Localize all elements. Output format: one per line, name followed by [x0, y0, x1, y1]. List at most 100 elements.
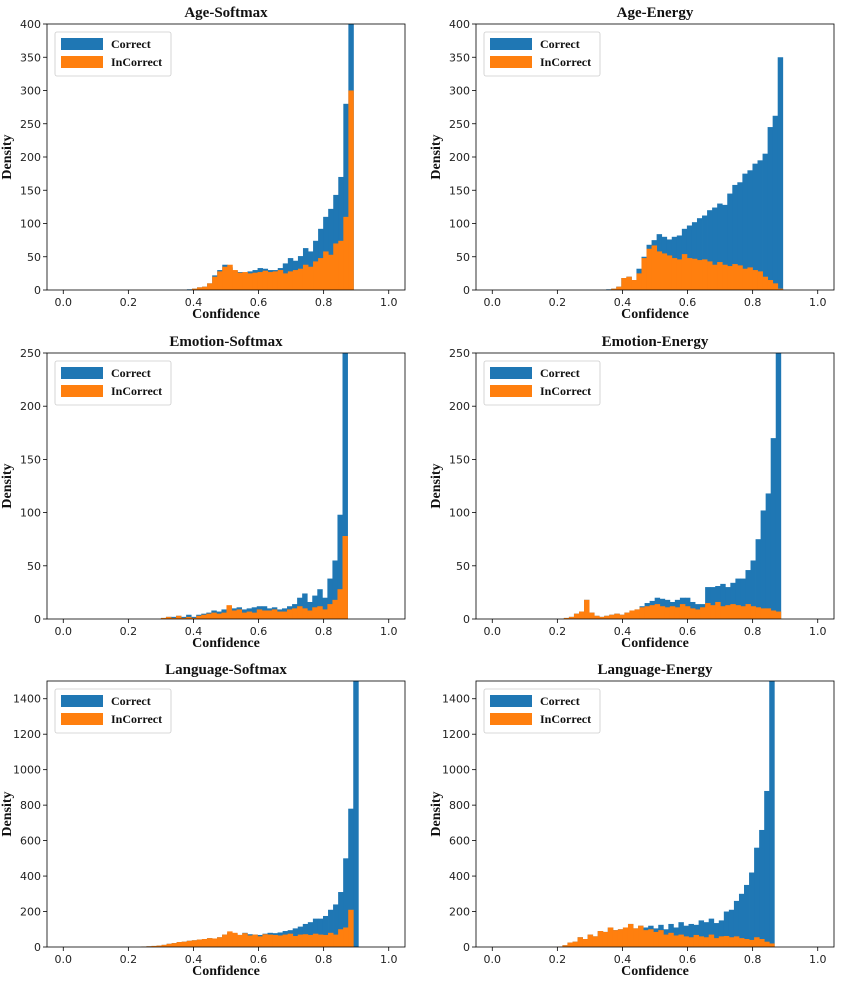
bars-group	[160, 353, 348, 619]
x-tick-label: 0.6	[250, 296, 268, 309]
correct-bar	[764, 790, 770, 947]
incorrect-bar	[191, 940, 198, 947]
incorrect-bar	[181, 941, 188, 947]
incorrect-bar	[752, 270, 758, 290]
incorrect-bar	[696, 260, 703, 290]
correct-bar	[762, 153, 768, 290]
incorrect-bar	[327, 604, 333, 619]
correct-bar	[744, 884, 750, 947]
y-tick-label: 200	[449, 151, 470, 164]
incorrect-bar	[206, 613, 212, 619]
incorrect-bar	[197, 287, 203, 290]
incorrect-bar	[661, 253, 668, 290]
incorrect-bar	[217, 937, 223, 947]
y-tick-label: 600	[449, 835, 470, 848]
correct-bar	[698, 920, 705, 947]
correct-bar	[754, 847, 760, 947]
correct-bar	[738, 893, 745, 947]
y-tick-label: 150	[449, 453, 470, 466]
correct-bar	[708, 918, 715, 947]
incorrect-bar	[666, 255, 673, 290]
correct-bar	[732, 184, 738, 290]
y-tick-label: 0	[34, 613, 41, 626]
y-tick-label: 200	[20, 400, 41, 413]
legend-label: InCorrect	[540, 55, 591, 69]
x-tick-label: 1.0	[809, 953, 827, 966]
incorrect-bar	[777, 288, 784, 290]
incorrect-bar	[181, 617, 187, 619]
y-tick-label: 100	[449, 218, 470, 231]
incorrect-bar	[251, 612, 258, 619]
correct-bar	[181, 616, 187, 619]
y-tick-label: 150	[449, 184, 470, 197]
x-tick-label: 0.6	[679, 296, 697, 309]
incorrect-bar	[196, 615, 202, 619]
incorrect-bar	[698, 936, 705, 947]
y-tick-label: 300	[449, 85, 470, 98]
incorrect-bar	[160, 617, 167, 619]
correct-bar	[718, 920, 725, 947]
correct-bar	[691, 222, 698, 290]
incorrect-bar	[775, 611, 782, 619]
incorrect-bar	[241, 612, 248, 619]
incorrect-bar	[266, 610, 273, 619]
correct-bar	[333, 194, 339, 290]
bars-group	[141, 681, 359, 947]
x-tick-label: 0.0	[55, 625, 73, 638]
incorrect-bar	[216, 613, 222, 619]
correct-bar	[338, 176, 344, 290]
incorrect-bar	[308, 266, 314, 290]
y-axis-label: Density	[429, 463, 444, 508]
incorrect-bar	[297, 268, 304, 290]
incorrect-bar	[614, 613, 620, 619]
incorrect-bar	[151, 945, 157, 947]
incorrect-bar	[681, 254, 688, 290]
incorrect-bar	[609, 614, 615, 619]
correct-bar	[755, 539, 762, 619]
correct-bar	[770, 438, 777, 619]
incorrect-bar	[567, 942, 573, 947]
chart-title: Language-Softmax	[165, 662, 287, 678]
incorrect-bar	[767, 280, 774, 290]
chart-title: Age-Energy	[617, 5, 694, 21]
incorrect-bar	[262, 270, 269, 290]
legend: Correct InCorrect	[54, 688, 172, 734]
incorrect-bar	[673, 935, 679, 947]
y-tick-label: 400	[449, 870, 470, 883]
incorrect-bar	[725, 605, 731, 619]
incorrect-bar	[579, 611, 585, 619]
incorrect-bar	[663, 934, 669, 947]
incorrect-bar	[772, 283, 779, 290]
incorrect-bar	[232, 270, 238, 290]
incorrect-bar	[747, 267, 753, 290]
correct-bar	[702, 215, 708, 290]
incorrect-bar	[730, 604, 736, 619]
legend: Correct InCorrect	[483, 360, 601, 406]
incorrect-bar	[607, 927, 614, 947]
y-tick-label: 400	[20, 18, 41, 31]
incorrect-bar	[705, 603, 711, 619]
incorrect-bar	[237, 934, 243, 947]
incorrect-bar	[176, 942, 183, 947]
incorrect-bar	[715, 601, 721, 619]
incorrect-bar	[247, 935, 253, 947]
correct-bar	[747, 170, 753, 290]
incorrect-bar	[737, 265, 743, 290]
incorrect-bar	[733, 936, 740, 947]
correct-bar	[727, 193, 733, 290]
correct-bar	[772, 115, 779, 290]
incorrect-bar	[624, 612, 630, 619]
incorrect-bar	[679, 604, 686, 619]
incorrect-bar	[312, 607, 318, 619]
incorrect-bar	[769, 943, 775, 947]
incorrect-bar	[176, 615, 182, 619]
incorrect-bar	[634, 609, 640, 619]
incorrect-bar	[318, 258, 324, 290]
incorrect-bar	[754, 937, 760, 947]
correct-bar	[686, 225, 693, 290]
incorrect-bar	[702, 259, 708, 290]
y-tick-label: 250	[449, 347, 470, 360]
incorrect-bar	[563, 617, 570, 619]
incorrect-bar	[221, 612, 227, 619]
incorrect-bar	[683, 936, 689, 947]
